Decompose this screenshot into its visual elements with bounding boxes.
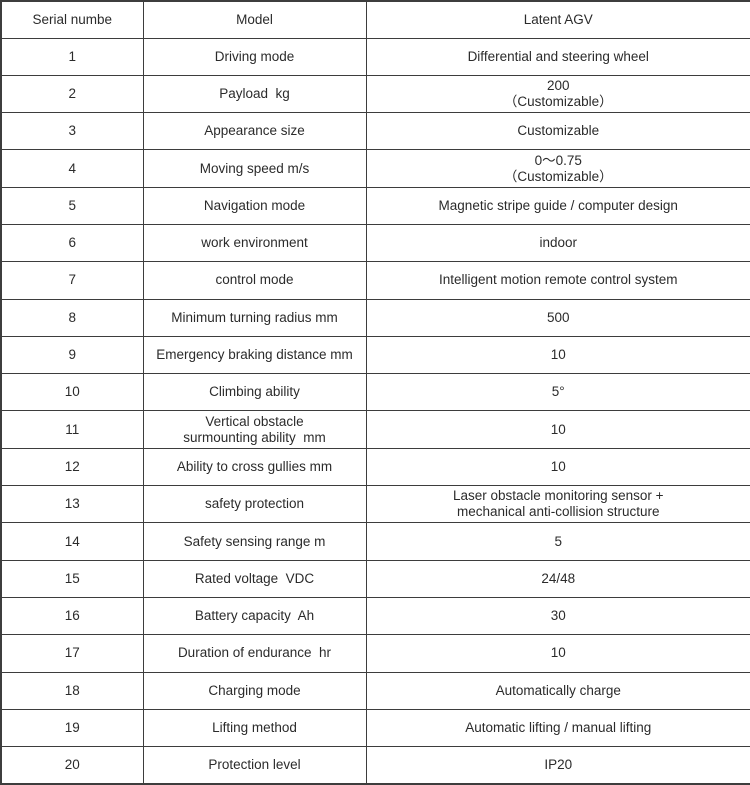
header-latent-agv: Latent AGV — [365, 0, 750, 39]
serial-cell: 2 — [0, 74, 144, 114]
table-row: 16 Battery capacity Ah 30 — [0, 596, 750, 636]
serial-cell: 5 — [0, 186, 144, 225]
serial-cell: 7 — [0, 261, 144, 300]
table-row: 7 control mode Intelligent motion remote… — [0, 261, 750, 300]
value-cell: 10 — [365, 634, 750, 673]
model-cell: Driving mode — [142, 37, 367, 76]
model-cell: Emergency braking distance mm — [142, 335, 367, 375]
table-row: 4 Moving speed m/s 0～0.75 （Customizable） — [0, 149, 750, 188]
value-cell: 10 — [365, 410, 750, 449]
model-cell: Minimum turning radius mm — [142, 298, 367, 337]
value-cell: Automatically charge — [365, 671, 750, 710]
model-cell: Moving speed m/s — [142, 149, 367, 188]
model-cell: Protection level — [142, 746, 367, 785]
value-cell: 30 — [365, 596, 750, 636]
model-cell: Battery capacity Ah — [142, 596, 367, 636]
serial-cell: 3 — [0, 112, 144, 151]
table-row: 1 Driving mode Differential and steering… — [0, 37, 750, 76]
value-cell: 24/48 — [365, 559, 750, 598]
table-row: 13 safety protection Laser obstacle moni… — [0, 485, 750, 524]
model-cell: Climbing ability — [142, 373, 367, 412]
value-cell: 0～0.75 （Customizable） — [365, 149, 750, 188]
serial-cell: 16 — [0, 596, 144, 636]
model-cell: Navigation mode — [142, 186, 367, 225]
serial-cell: 8 — [0, 298, 144, 337]
table-row: 10 Climbing ability 5° — [0, 373, 750, 412]
model-cell: Vertical obstacle surmounting ability mm — [142, 410, 367, 449]
table-row: 18 Charging mode Automatically charge — [0, 671, 750, 710]
table-row: 5 Navigation mode Magnetic stripe guide … — [0, 186, 750, 225]
model-cell: Rated voltage VDC — [142, 559, 367, 598]
table-row: 6 work environment indoor — [0, 223, 750, 263]
header-serial-number: Serial numbe — [0, 0, 144, 39]
header-model: Model — [142, 0, 367, 39]
model-cell: Ability to cross gullies mm — [142, 447, 367, 487]
model-cell: Lifting method — [142, 708, 367, 748]
value-cell: Customizable — [365, 112, 750, 151]
table-row: 17 Duration of endurance hr 10 — [0, 634, 750, 673]
value-cell: Automatic lifting / manual lifting — [365, 708, 750, 748]
serial-cell: 1 — [0, 37, 144, 76]
table-row: 12 Ability to cross gullies mm 10 — [0, 447, 750, 487]
serial-cell: 15 — [0, 559, 144, 598]
serial-cell: 18 — [0, 671, 144, 710]
table-row: 14 Safety sensing range m 5 — [0, 522, 750, 561]
value-cell: Differential and steering wheel — [365, 37, 750, 76]
model-cell: Payload kg — [142, 74, 367, 114]
table-row: 19 Lifting method Automatic lifting / ma… — [0, 708, 750, 748]
serial-cell: 10 — [0, 373, 144, 412]
table-row: 9 Emergency braking distance mm 10 — [0, 335, 750, 375]
value-cell: 10 — [365, 335, 750, 375]
value-cell: 500 — [365, 298, 750, 337]
table-row: 2 Payload kg 200 （Customizable） — [0, 74, 750, 114]
model-cell: control mode — [142, 261, 367, 300]
model-cell: Appearance size — [142, 112, 367, 151]
value-cell: 5° — [365, 373, 750, 412]
model-cell: work environment — [142, 223, 367, 263]
value-cell: 200 （Customizable） — [365, 74, 750, 114]
value-cell: IP20 — [365, 746, 750, 785]
model-cell: safety protection — [142, 485, 367, 524]
value-cell: indoor — [365, 223, 750, 263]
table-row: 8 Minimum turning radius mm 500 — [0, 298, 750, 337]
table-row: 11 Vertical obstacle surmounting ability… — [0, 410, 750, 449]
value-cell: Magnetic stripe guide / computer design — [365, 186, 750, 225]
value-cell: Laser obstacle monitoring sensor + mecha… — [365, 485, 750, 524]
value-cell: Intelligent motion remote control system — [365, 261, 750, 300]
serial-cell: 17 — [0, 634, 144, 673]
serial-cell: 13 — [0, 485, 144, 524]
value-cell: 10 — [365, 447, 750, 487]
serial-cell: 11 — [0, 410, 144, 449]
table-row: 3 Appearance size Customizable — [0, 112, 750, 151]
model-cell: Safety sensing range m — [142, 522, 367, 561]
serial-cell: 19 — [0, 708, 144, 748]
serial-cell: 14 — [0, 522, 144, 561]
table-row: 15 Rated voltage VDC 24/48 — [0, 559, 750, 598]
serial-cell: 9 — [0, 335, 144, 375]
value-cell: 5 — [365, 522, 750, 561]
serial-cell: 6 — [0, 223, 144, 263]
serial-cell: 12 — [0, 447, 144, 487]
table-row: 20 Protection level IP20 — [0, 746, 750, 785]
serial-cell: 20 — [0, 746, 144, 785]
model-cell: Charging mode — [142, 671, 367, 710]
serial-cell: 4 — [0, 149, 144, 188]
model-cell: Duration of endurance hr — [142, 634, 367, 673]
header-row: Serial numbe Model Latent AGV — [0, 0, 750, 39]
